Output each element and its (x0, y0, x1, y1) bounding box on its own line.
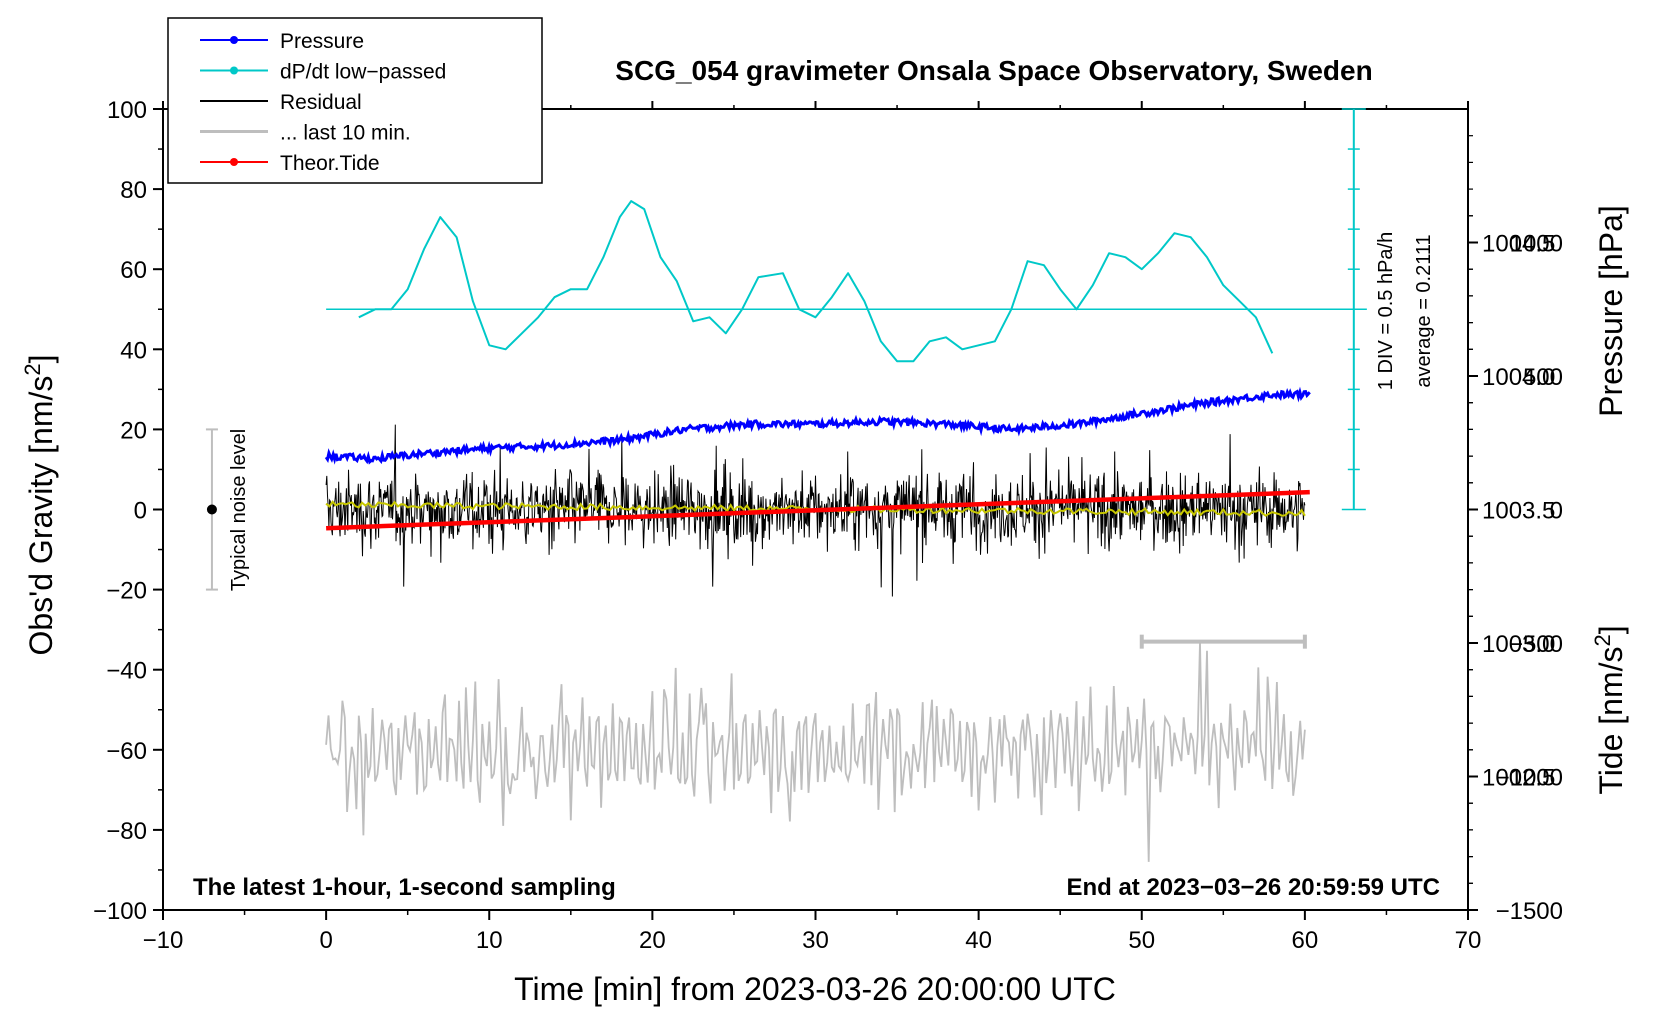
x-tick-label: 30 (802, 927, 829, 954)
tide-tick-label: 500 (1523, 364, 1563, 391)
x-tick-label: 60 (1292, 927, 1319, 954)
x-tick-label: 50 (1128, 927, 1155, 954)
y-axis-label-left: Obs'd Gravity [nm/s2] (20, 354, 59, 655)
y-tick-label: 60 (120, 257, 147, 284)
x-axis-label: Time [min] from 2023-03-26 20:00:00 UTC (514, 971, 1116, 1007)
pressure-tick-label: 1003.5 (1482, 498, 1555, 525)
x-tick-label: 10 (476, 927, 503, 954)
residual-line (325, 424, 1306, 597)
y-tick-label: −100 (93, 898, 147, 925)
noise-center-dot (206, 504, 217, 515)
x-tick-label: 20 (639, 927, 666, 954)
dpdt-average-label: average = 0.2111 (1413, 234, 1435, 387)
legend-marker (230, 158, 238, 166)
pressure-axis-ticks: 1002.5 1003.0 1003.5 1004.0 1004.5 (1468, 135, 1555, 884)
dpdt-scale-label: 1 DIV = 0.5 hPa/h (1375, 232, 1397, 390)
tide-tick-label: 0 (1550, 498, 1563, 525)
pressure-tick-label: 1002.5 (1482, 765, 1555, 792)
legend-marker (230, 66, 238, 75)
y-tick-label: 40 (120, 337, 147, 364)
y-tick-label: −80 (106, 818, 147, 845)
last-10-min-line (325, 641, 1306, 862)
legend-label: Theor.Tide (280, 152, 380, 175)
tide-tick-label: −1000 (1496, 765, 1563, 792)
x-axis-ticks: −10 0 10 20 30 40 50 60 70 (143, 101, 1482, 954)
y-tick-label: 100 (107, 97, 147, 124)
x-tick-label: 40 (965, 927, 992, 954)
series-layer (324, 200, 1367, 862)
pressure-line (324, 386, 1311, 465)
tide-axis-ticks: −1500 −1000 −500 0 500 1000 (1468, 215, 1563, 925)
y-tick-label: −60 (106, 738, 147, 765)
end-time-note: End at 2023−03−26 20:59:59 UTC (1066, 874, 1440, 901)
legend-marker (230, 36, 238, 44)
y-tick-label: 0 (134, 498, 147, 525)
dpdt-line (358, 200, 1274, 363)
y-tick-label: 80 (120, 177, 147, 204)
noise-level-marker (205, 428, 218, 591)
tide-tick-label: −500 (1509, 631, 1563, 658)
y-tick-label: −20 (106, 578, 147, 605)
y-axis-label-pressure: Pressure [hPa] (1593, 205, 1629, 417)
x-tick-label: −10 (143, 927, 184, 954)
legend-label: dP/dt low−passed (280, 61, 446, 84)
tide-tick-label: 1000 (1510, 231, 1563, 258)
legend: Pressure dP/dt low−passed Residual ... last… (167, 17, 543, 184)
y-axis-ticks: −100 −80 −60 −40 −20 0 20 40 60 80 100 (93, 97, 163, 925)
legend-label: Pressure (280, 30, 364, 53)
noise-level-label: Typical noise level (228, 429, 250, 591)
legend-label: Residual (280, 91, 362, 114)
y-axis-label-tide: Tide [nm/s2] (1590, 625, 1629, 794)
legend-label: ... last 10 min. (280, 122, 411, 145)
y-tick-label: −40 (106, 658, 147, 685)
x-tick-label: 70 (1455, 927, 1482, 954)
pressure-tick-label: 1004.0 (1482, 364, 1555, 391)
x-tick-label: 0 (319, 927, 332, 954)
y-tick-label: 20 (120, 417, 147, 444)
last-10-min-bracket (1139, 634, 1307, 649)
pressure-tick-label: 1004.5 (1482, 231, 1555, 258)
theor-tide-line (326, 489, 1310, 531)
sampling-note: The latest 1-hour, 1-second sampling (193, 874, 616, 901)
pressure-tick-label: 1003.0 (1482, 631, 1555, 658)
tide-tick-label: −1500 (1496, 898, 1563, 925)
chart-title: SCG_054 gravimeter Onsala Space Observat… (615, 55, 1372, 86)
